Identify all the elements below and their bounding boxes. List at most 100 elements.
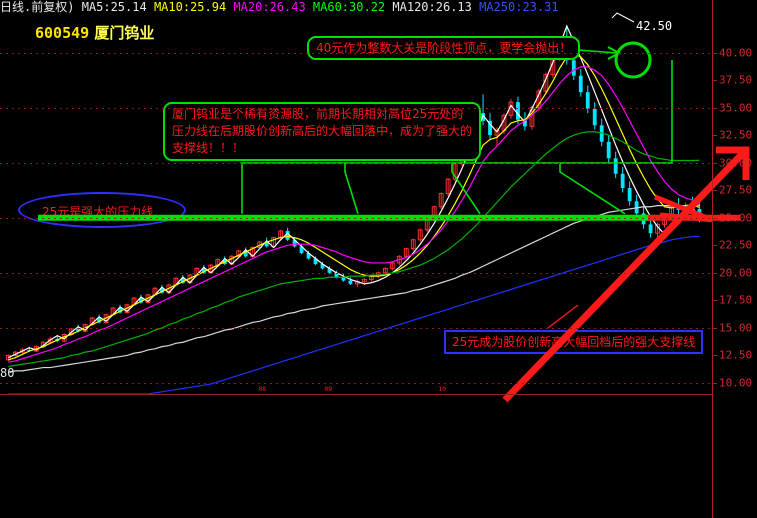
- candle-body: [348, 280, 353, 284]
- x-tick-2: 10: [438, 385, 447, 393]
- axis-label-25.00: 25.00: [719, 211, 753, 225]
- axis-tick: [712, 272, 717, 274]
- axis-label-12.50: 12.50: [719, 348, 753, 362]
- candle-body: [264, 242, 269, 247]
- axis-tick: [712, 190, 717, 192]
- axis-tick: [712, 107, 717, 109]
- axis-tick: [712, 382, 717, 384]
- candle-body: [438, 193, 444, 208]
- candle-body: [523, 119, 527, 127]
- candle-body: [118, 308, 122, 313]
- x-tick-1: 09: [324, 385, 333, 393]
- bottom-callout-leader: [547, 304, 579, 329]
- candle-body: [648, 224, 653, 234]
- peak-highlight-circle: [614, 41, 652, 79]
- axis-tick: [712, 80, 717, 82]
- axis-tick: [712, 162, 717, 164]
- x-tick-0: 08: [258, 385, 267, 393]
- candle-body: [285, 230, 290, 240]
- axis-label-20.00: 20.00: [719, 266, 753, 280]
- peak-price-label: 42.50: [636, 19, 673, 33]
- candle-body: [160, 288, 164, 293]
- callout-25-support[interactable]: 25元成为股价创新高大幅回档后的强大支撑线: [444, 330, 704, 354]
- resistance-ellipse-shape: [18, 192, 186, 228]
- ma-readout-ma60: MA60:30.22: [312, 0, 393, 14]
- candle-body: [445, 178, 451, 195]
- gridline: [0, 272, 712, 274]
- leader-line-2: [451, 163, 481, 215]
- candle-body: [592, 108, 597, 126]
- callout-sell-at-40[interactable]: 40元作为整数大关是阶段性顶点，要学会抛出！: [307, 36, 581, 60]
- gridline: [0, 52, 712, 54]
- leader-line-3: [559, 163, 626, 215]
- candle-body: [516, 102, 520, 120]
- gridline: [0, 107, 712, 109]
- gridline: [0, 327, 712, 329]
- candle-body: [139, 298, 143, 303]
- stock-identity: 600549 厦门钨业: [35, 22, 154, 43]
- candle-body: [19, 349, 25, 353]
- axis-label-32.50: 32.50: [719, 128, 753, 142]
- axis-tick: [712, 135, 717, 137]
- callout-line-3: 支撑线！！！: [172, 141, 245, 155]
- candle-body: [585, 92, 590, 109]
- axis-tick: [712, 217, 717, 219]
- uptrend-arrow-head: [716, 146, 750, 180]
- callout-resistance-becomes-support[interactable]: 厦门钨业是个稀有资源股，前期长期相对高位25元处的 压力线在后期股价创新高后的大…: [163, 102, 482, 161]
- ma-readout-ma20: MA20:26.43: [233, 0, 313, 14]
- axis-label-17.50: 17.50: [719, 293, 753, 307]
- candle-body: [327, 268, 332, 273]
- ma-readout-ma120: MA120:26.13: [392, 0, 480, 14]
- candle-body: [417, 229, 423, 241]
- candle-body: [620, 173, 625, 189]
- candle-body: [271, 237, 277, 247]
- ma-line-ma60: [8, 131, 700, 368]
- callout-line-2: 压力线在后期股价创新高后的大幅回落中，成为了强大的: [172, 124, 473, 138]
- ma-line-ma10: [8, 52, 700, 361]
- candle-body: [313, 258, 318, 265]
- candle-body: [292, 239, 297, 247]
- candle-body: [320, 264, 325, 269]
- candle-body: [334, 272, 339, 278]
- stock-code: 600549: [35, 24, 90, 42]
- axis-label-27.50: 27.50: [719, 183, 753, 197]
- candle-body: [488, 120, 492, 136]
- axis-label-37.50: 37.50: [719, 73, 753, 87]
- axis-tick: [712, 245, 717, 247]
- candle-body: [410, 239, 416, 250]
- candle-body: [571, 60, 576, 76]
- axis-tick: [712, 355, 717, 357]
- gridline: [0, 162, 712, 164]
- candle-body: [578, 75, 583, 93]
- candle-body: [201, 268, 206, 273]
- ma-readout-ma10: MA10:25.94: [153, 0, 234, 14]
- axis-label-15.00: 15.00: [719, 321, 753, 335]
- ma-readout-ma5: MA5:25.14: [81, 0, 154, 14]
- support-pointer-arrow: [654, 194, 713, 223]
- ma-line-ma20: [8, 66, 700, 363]
- candle-body: [389, 262, 395, 269]
- axis-label-40.00: 40.00: [719, 46, 753, 60]
- price-axis: 40.00 37.50 35.00 32.50 30.00 27.50 25.00 22.50…: [712, 14, 757, 394]
- axis-label-30.00: 30.00: [719, 156, 753, 170]
- candle-body: [76, 329, 81, 332]
- axis-label-35.00: 35.00: [719, 101, 753, 115]
- axis-tick: [712, 300, 717, 302]
- gridline: [0, 382, 712, 384]
- axis-label-10.00: 10.00: [719, 376, 753, 390]
- callout-arrow-shaft: [577, 49, 618, 54]
- axis-tick: [712, 327, 717, 329]
- ma-readout-ma250: MA250:23.31: [479, 0, 559, 14]
- gridline: [0, 217, 712, 219]
- candle-body: [613, 158, 618, 174]
- ma-header-bar: 日线.前复权) MA5:25.14 MA10:25.94 MA20:26.43 …: [0, 0, 559, 14]
- left-edge-price-remnant: 80: [0, 366, 15, 380]
- axis-separator: [712, 0, 713, 518]
- candle-body: [243, 250, 248, 257]
- leader-line-1: [344, 163, 359, 215]
- ma-line-ma250: [8, 235, 700, 394]
- x-axis-line: [0, 394, 712, 395]
- candle-body: [299, 246, 304, 254]
- callout-line-1: 厦门钨业是个稀有资源股，前期长期相对高位25元处的: [172, 107, 464, 121]
